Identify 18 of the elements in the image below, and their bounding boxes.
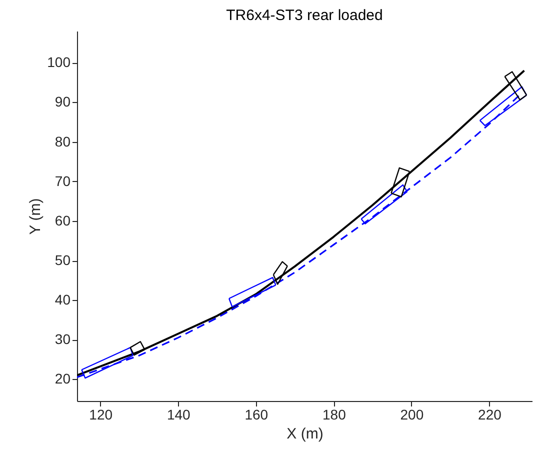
chart-title: TR6x4-ST3 rear loaded bbox=[226, 7, 383, 24]
y-tick-label: 40 bbox=[54, 292, 71, 308]
x-tick-label: 180 bbox=[322, 406, 346, 422]
y-tick-label: 100 bbox=[47, 54, 71, 70]
x-tick-label: 200 bbox=[400, 406, 424, 422]
y-tick-label: 80 bbox=[54, 133, 71, 150]
y-tick-label: 50 bbox=[54, 252, 71, 268]
y-tick-label: 90 bbox=[54, 94, 71, 110]
x-tick-label: 140 bbox=[166, 406, 191, 422]
y-axis-title: Y (m) bbox=[27, 198, 44, 235]
x-tick-label: 160 bbox=[244, 406, 268, 422]
y-tick-label: 60 bbox=[54, 212, 71, 228]
y-tick-label: 70 bbox=[54, 172, 71, 189]
x-tick-label: 120 bbox=[89, 406, 113, 422]
x-axis-title: X (m) bbox=[286, 426, 324, 442]
x-tick-label: 220 bbox=[478, 406, 502, 422]
y-tick-label: 30 bbox=[54, 331, 71, 348]
y-tick-label: 20 bbox=[54, 370, 71, 387]
